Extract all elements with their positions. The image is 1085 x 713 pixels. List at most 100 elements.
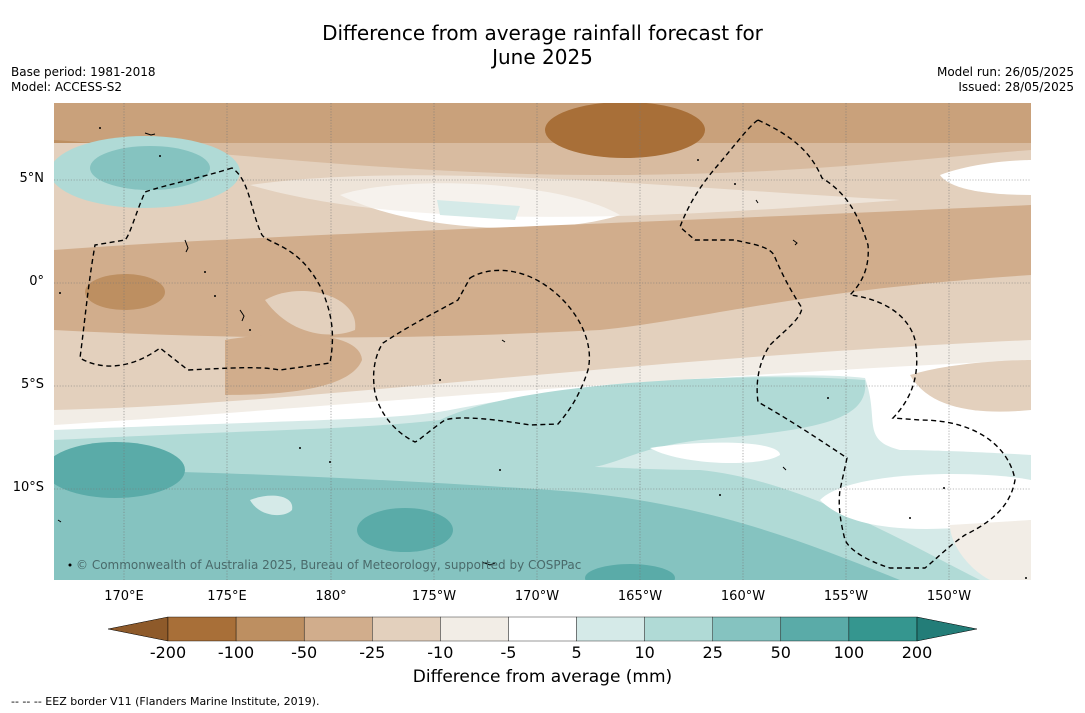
island-dot xyxy=(827,397,829,399)
base-period: Base period: 1981-2018 xyxy=(11,65,156,79)
colorbar-segment xyxy=(644,616,713,642)
colorbar-segment xyxy=(303,616,373,642)
colorbar-segment xyxy=(508,616,577,642)
colorbar-segment xyxy=(440,616,509,642)
colorbar-segment xyxy=(167,616,237,642)
map-fill-layer xyxy=(54,103,1031,580)
copyright-notice: © Commonwealth of Australia 2025, Bureau… xyxy=(76,558,582,572)
island-dots xyxy=(59,127,1027,579)
lon-label-150w: 150°W xyxy=(926,589,972,604)
meta-right: Model run: 26/05/2025 Issued: 28/05/2025 xyxy=(937,65,1074,95)
eez-border-line-islands xyxy=(679,119,1016,569)
colorbar-low-arrow xyxy=(107,616,169,642)
colorbar-segment xyxy=(235,616,305,642)
blob-p50-south xyxy=(357,508,453,552)
colorbar-tick-label: 200 xyxy=(901,643,933,662)
gridlines xyxy=(54,179,1031,490)
lon-label-175w: 175°W xyxy=(411,589,457,604)
blob-p50-nw xyxy=(90,146,210,190)
title-line-1: Difference from average rainfall forecas… xyxy=(322,21,763,45)
island-outline xyxy=(755,199,759,204)
colorbar-tick-label: -5 xyxy=(500,643,517,662)
colorbar-tick-label: -25 xyxy=(359,643,386,662)
island-dot xyxy=(734,183,736,185)
island-dot xyxy=(697,159,699,161)
island-dot xyxy=(204,271,206,273)
eez-borders xyxy=(79,119,1016,569)
island-dot xyxy=(719,494,721,496)
issued-date: Issued: 28/05/2025 xyxy=(958,80,1074,94)
blob-n10-se xyxy=(950,520,1031,580)
colorbar-segments xyxy=(167,616,918,642)
title-line-2: June 2025 xyxy=(492,45,593,69)
band-south-p10 xyxy=(54,377,866,474)
lon-label-170e: 170°E xyxy=(104,589,144,604)
island-outline xyxy=(501,339,506,343)
blob-white-east xyxy=(820,474,1031,529)
lon-label-180: 180° xyxy=(315,589,347,604)
lon-label-160w: 160°W xyxy=(720,589,766,604)
colorbar-segment xyxy=(372,616,441,642)
lat-label-10s: 10°S xyxy=(12,480,44,495)
colorbar-segment xyxy=(712,616,782,642)
eez-border-phoenix xyxy=(372,269,590,443)
colorbar-tick-label: 5 xyxy=(571,643,582,662)
colorbar-tick-label: -200 xyxy=(149,643,187,662)
island-dot xyxy=(499,469,501,471)
island-dot xyxy=(59,292,61,294)
colorbar-segment xyxy=(576,616,645,642)
colorbar-tick-label: -100 xyxy=(217,643,255,662)
island-dot xyxy=(68,563,72,567)
colorbar-tick-label: 50 xyxy=(770,643,791,662)
lon-label-155w: 155°W xyxy=(823,589,869,604)
lon-label-170w: 170°W xyxy=(514,589,560,604)
model-name: Model: ACCESS-S2 xyxy=(11,80,123,94)
model-run: Model run: 26/05/2025 xyxy=(936,65,1074,79)
blob-p5-north xyxy=(437,200,520,220)
island-dot xyxy=(214,295,216,297)
light-band-south xyxy=(54,340,1031,430)
island-dot xyxy=(909,517,911,519)
lon-label-175e: 175°E xyxy=(207,589,247,604)
blob-p5-south xyxy=(250,495,293,516)
white-east-north xyxy=(940,160,1031,195)
light-strip-north xyxy=(250,175,900,217)
colorbar-high-arrow xyxy=(916,616,978,642)
island-outline xyxy=(792,239,798,246)
island-dot xyxy=(99,127,101,129)
blob-n25-center xyxy=(265,291,356,335)
blob-n100-west xyxy=(85,274,165,310)
island-dot xyxy=(943,487,945,489)
blob-p50-se xyxy=(585,564,675,580)
island-outline xyxy=(184,239,189,253)
eez-legend-note: -- -- -- EEZ border V11 (Flanders Marine… xyxy=(11,695,320,708)
colorbar-tick-label: -10 xyxy=(427,643,454,662)
colorbar-title: Difference from average (mm) xyxy=(412,667,673,687)
island-dot xyxy=(299,447,301,449)
island-outline xyxy=(782,466,787,471)
blob-n50-sw xyxy=(225,334,362,395)
lat-label-0: 0° xyxy=(29,274,44,289)
island-dot xyxy=(1025,577,1027,579)
island-outline xyxy=(57,519,62,523)
island-dot xyxy=(329,461,331,463)
colorbar-segment xyxy=(848,616,918,642)
island-outline xyxy=(239,309,245,322)
island-outline xyxy=(481,561,496,566)
colorbar-segment xyxy=(780,616,850,642)
lat-label-5s: 5°S xyxy=(20,377,44,392)
island-dot xyxy=(439,379,441,381)
map-title: Difference from average rainfall forecas… xyxy=(0,21,1085,69)
band-north-n50 xyxy=(54,103,1031,175)
colorbar-tick-label: 100 xyxy=(833,643,865,662)
blob-n200-north xyxy=(545,103,705,158)
blob-p50-sw xyxy=(54,442,185,498)
lon-gridlines xyxy=(123,103,950,580)
lon-label-165w: 165°W xyxy=(617,589,663,604)
island-dot xyxy=(159,155,161,157)
colorbar xyxy=(107,616,978,642)
colorbar-tick-label: -50 xyxy=(291,643,318,662)
blob-white-se xyxy=(650,442,780,464)
colorbar-tick-label: 10 xyxy=(634,643,655,662)
